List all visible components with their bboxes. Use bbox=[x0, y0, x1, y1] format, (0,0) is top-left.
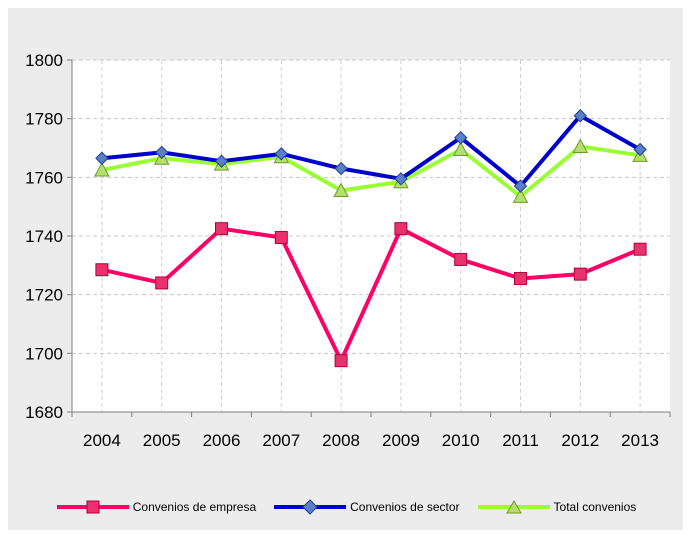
legend-label-sector: Convenios de sector bbox=[350, 500, 460, 514]
series-line-2 bbox=[101, 113, 642, 189]
legend: Convenios de empresa Convenios de sector… bbox=[8, 494, 683, 520]
x-tick-label: 2010 bbox=[442, 431, 480, 450]
data-point-square bbox=[454, 252, 468, 266]
tick-labels: 1680 1700 1720 1740 1760 1780 1800 2004 2005 2006… bbox=[25, 51, 659, 450]
x-tick-label: 2009 bbox=[382, 431, 420, 450]
data-point-square bbox=[95, 263, 109, 277]
x-tick-label: 2011 bbox=[502, 431, 539, 450]
data-point-triangle bbox=[512, 188, 529, 203]
data-point-square bbox=[274, 230, 288, 244]
legend-item-sector: Convenios de sector bbox=[272, 499, 460, 515]
y-tick-label: 1780 bbox=[25, 110, 63, 129]
legend-label-empresa: Convenios de empresa bbox=[132, 500, 257, 514]
data-point-diamond bbox=[214, 154, 229, 168]
y-tick-label: 1680 bbox=[25, 403, 63, 422]
data-point-square bbox=[633, 242, 647, 256]
series-lines bbox=[94, 109, 648, 368]
line-chart: 1680 1700 1720 1740 1760 1780 1800 2004 2005 2006… bbox=[25, 51, 671, 450]
y-tick-label: 1740 bbox=[25, 227, 63, 246]
x-tick-label: 2006 bbox=[203, 431, 241, 450]
x-tick-label: 2012 bbox=[561, 431, 599, 450]
legend-item-empresa: Convenios de empresa bbox=[55, 499, 256, 515]
x-tick-label: 2005 bbox=[143, 431, 181, 450]
data-point-triangle bbox=[572, 138, 589, 154]
data-point-diamond bbox=[453, 131, 468, 145]
data-point-diamond bbox=[394, 172, 408, 186]
data-point-diamond bbox=[334, 161, 348, 176]
data-point-diamond bbox=[573, 109, 588, 123]
data-point-square bbox=[573, 267, 587, 281]
legend-label-total: Total convenios bbox=[553, 500, 637, 514]
axes bbox=[67, 59, 671, 417]
data-point-square bbox=[334, 354, 348, 368]
data-point-diamond bbox=[154, 145, 169, 160]
y-tick-label: 1760 bbox=[25, 168, 63, 187]
x-tick-label: 2004 bbox=[83, 431, 121, 450]
data-point-triangle bbox=[94, 161, 110, 177]
y-tick-label: 1700 bbox=[25, 344, 63, 363]
data-point-square bbox=[394, 222, 408, 236]
data-point-triangle bbox=[333, 182, 349, 198]
data-point-diamond bbox=[274, 147, 289, 161]
data-point-square bbox=[514, 272, 527, 286]
legend-swatch-empresa bbox=[56, 500, 129, 514]
x-tick-label: 2013 bbox=[621, 431, 659, 450]
data-point-diamond bbox=[633, 142, 647, 157]
legend-item-total: Total convenios bbox=[476, 499, 637, 515]
legend-swatch-sector bbox=[274, 499, 347, 515]
chart-area: 1680 1700 1720 1740 1760 1780 1800 2004 2005 2006… bbox=[8, 8, 683, 530]
data-point-triangle bbox=[452, 141, 469, 156]
data-point-diamond bbox=[95, 151, 109, 165]
x-tick-label: 2008 bbox=[322, 431, 360, 450]
data-point-square bbox=[155, 276, 169, 290]
series-line-3 bbox=[101, 144, 641, 199]
series-line-1 bbox=[101, 226, 641, 363]
legend-swatch-total bbox=[477, 500, 550, 514]
x-tick-label: 2007 bbox=[262, 431, 300, 450]
data-point-square bbox=[215, 222, 228, 236]
data-point-diamond bbox=[513, 179, 528, 193]
y-tick-label: 1800 bbox=[25, 51, 63, 70]
y-tick-label: 1720 bbox=[25, 286, 63, 305]
